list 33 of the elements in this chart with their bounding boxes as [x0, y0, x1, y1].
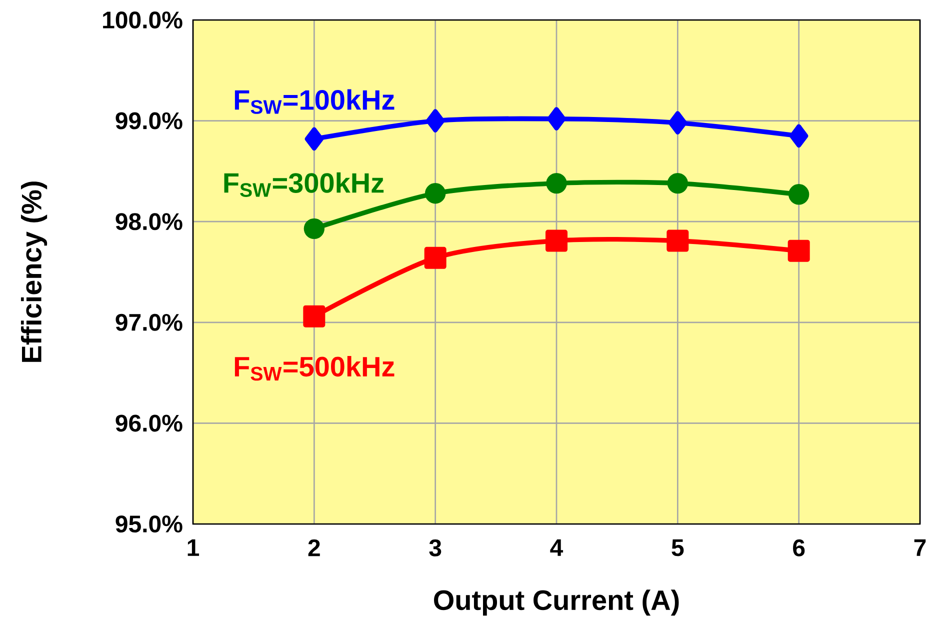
series-label: F$_{SW}$=300kHz [224, 172, 384, 197]
point [788, 184, 810, 205]
series-label: F$_{SW}$=100kHz [234, 89, 394, 114]
point [424, 246, 446, 269]
point [546, 172, 567, 194]
point [790, 124, 808, 148]
point [666, 230, 689, 252]
x-tick-label: 3 [429, 539, 442, 556]
y-tick-label: 96.0% [116, 414, 182, 432]
point [425, 183, 446, 204]
point [304, 127, 324, 151]
x-tick-label: 4 [550, 539, 564, 556]
x-tick-label: 5 [672, 539, 684, 556]
x-tick-label: 7 [914, 539, 926, 556]
y-axis-title: Efficiency (%) [20, 182, 48, 362]
y-tick-label: 97.0% [116, 314, 182, 331]
y-tick-label: 100.0% [103, 11, 182, 28]
point [668, 111, 688, 134]
point [547, 107, 566, 130]
point [303, 305, 326, 328]
point [788, 240, 810, 262]
x-tick-label: 6 [793, 539, 805, 556]
y-tick-label: 95.0% [116, 515, 182, 532]
point [667, 172, 688, 194]
x-tick-label: 2 [308, 539, 320, 556]
point [546, 230, 568, 252]
y-tick-label: 99.0% [116, 112, 182, 130]
point [304, 218, 325, 239]
x-axis-title: Output Current (A) [434, 590, 679, 616]
y-tick-label: 98.0% [116, 213, 182, 230]
x-tick-label: 1 [188, 539, 200, 556]
series-label: F$_{SW}$=500kHz [234, 356, 394, 381]
point [426, 109, 445, 132]
